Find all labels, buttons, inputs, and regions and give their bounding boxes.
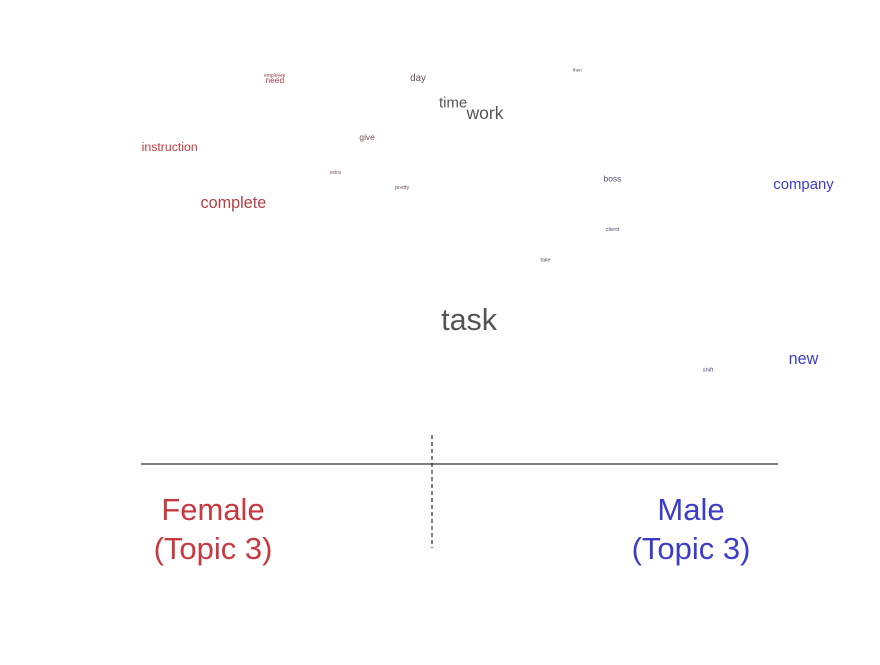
word-client: client (606, 227, 620, 233)
word-task: task (441, 303, 498, 337)
word-extra: extra (330, 170, 341, 176)
word-time: time (439, 96, 467, 112)
word-give: give (359, 132, 375, 142)
female-label-line1: Female (161, 492, 264, 527)
word-shift: shift (703, 368, 714, 374)
word-employee: employee (264, 73, 286, 79)
word-new: new (789, 350, 819, 368)
word-take: take (540, 257, 550, 263)
word-then: then (573, 67, 583, 73)
word-boss: boss (604, 174, 622, 184)
female-label-line2: (Topic 3) (154, 531, 273, 566)
word-work: work (466, 103, 504, 123)
male-label-line1: Male (657, 492, 724, 527)
word-pretty: pretty (395, 185, 410, 191)
word-instruction: instruction (142, 140, 198, 154)
word-need: need (265, 75, 284, 85)
word-complete: complete (201, 194, 267, 212)
word-company: company (773, 177, 834, 193)
word-day: day (410, 73, 426, 84)
male-label-line2: (Topic 3) (632, 531, 751, 566)
